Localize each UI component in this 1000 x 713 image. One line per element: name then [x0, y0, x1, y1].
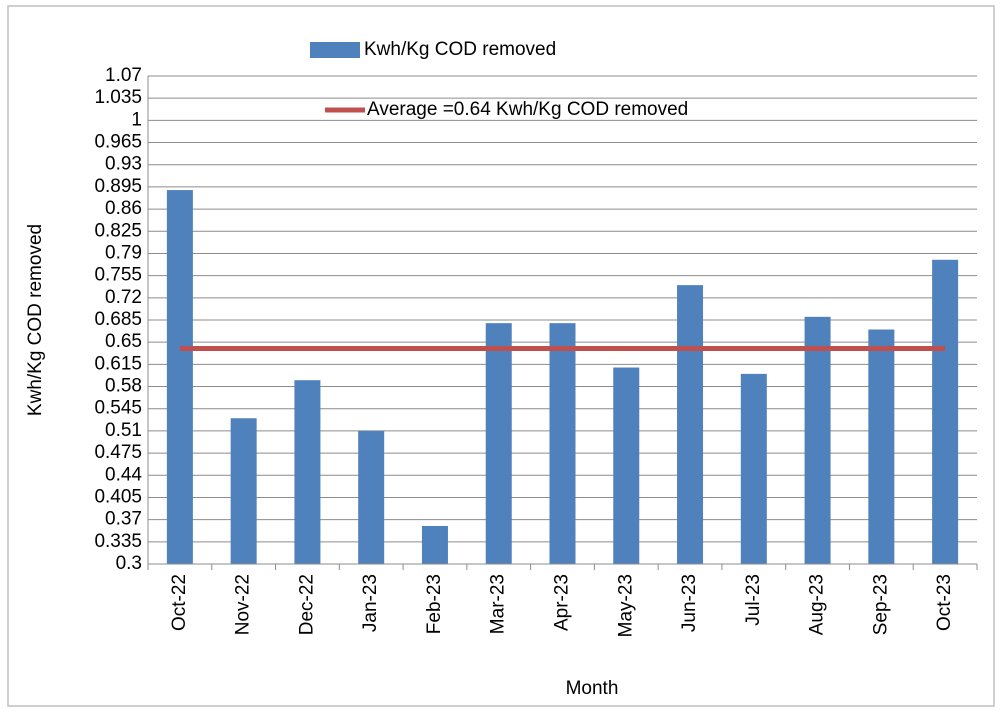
bar: [549, 323, 576, 564]
y-axis-title: Kwh/Kg COD removed: [25, 224, 46, 416]
bar: [358, 430, 385, 564]
y-tick-label: 0.545: [94, 398, 142, 419]
x-tick-label: Oct-22: [169, 574, 190, 631]
y-tick-label: 0.335: [94, 531, 142, 552]
legend-swatch: [310, 42, 360, 58]
x-tick-label: Feb-23: [424, 574, 445, 634]
y-tick-label: 0.72: [105, 287, 142, 308]
x-axis-title: Month: [566, 678, 619, 699]
bar: [677, 285, 704, 564]
y-tick-label: 1.07: [105, 65, 142, 86]
y-tick-label: 1.035: [94, 87, 142, 108]
bar: [740, 373, 767, 564]
y-tick-label: 0.685: [94, 309, 142, 330]
y-tick-label: 0.37: [105, 509, 142, 530]
legend-label: Kwh/Kg COD removed: [364, 39, 556, 60]
x-tick-label: Jan-23: [360, 574, 381, 632]
bar: [613, 367, 640, 564]
bar: [230, 418, 257, 564]
y-tick-label: 0.86: [105, 198, 142, 219]
x-tick-label: Nov-22: [233, 574, 254, 635]
legend-label: Average =0.64 Kwh/Kg COD removed: [367, 99, 688, 120]
y-tick-label: 0.79: [105, 242, 142, 263]
y-tick-label: 0.615: [94, 353, 142, 374]
y-tick-label: 0.475: [94, 442, 142, 463]
x-tick-label: Sep-23: [870, 574, 891, 635]
x-tick-label: Oct-23: [934, 574, 955, 631]
x-tick-label: May-23: [615, 574, 636, 637]
bar: [868, 329, 895, 564]
bar: [166, 190, 193, 564]
y-tick-label: 0.405: [94, 486, 142, 507]
x-tick-label: Apr-23: [552, 574, 573, 631]
y-tick-label: 0.44: [105, 464, 142, 485]
bar: [294, 380, 321, 564]
bar: [804, 316, 831, 564]
chart-frame: [7, 5, 995, 707]
y-tick-label: 0.965: [94, 132, 142, 153]
bar: [421, 525, 448, 564]
y-tick-label: 0.93: [105, 154, 142, 175]
y-tick-label: 0.825: [94, 220, 142, 241]
x-tick-label: Aug-23: [807, 574, 828, 635]
x-tick-label: Dec-22: [296, 574, 317, 635]
x-tick-label: Mar-23: [488, 574, 509, 634]
y-tick-label: 1: [131, 109, 142, 130]
y-tick-label: 0.58: [105, 376, 142, 397]
y-tick-label: 0.65: [105, 331, 142, 352]
y-tick-label: 0.895: [94, 176, 142, 197]
x-tick-label: Jun-23: [679, 574, 700, 632]
bar: [932, 259, 959, 564]
y-tick-label: 0.51: [105, 420, 142, 441]
y-tick-label: 0.755: [94, 265, 142, 286]
bar: [485, 323, 512, 564]
y-tick-label: 0.3: [116, 553, 142, 574]
x-tick-label: Jul-23: [743, 574, 764, 626]
